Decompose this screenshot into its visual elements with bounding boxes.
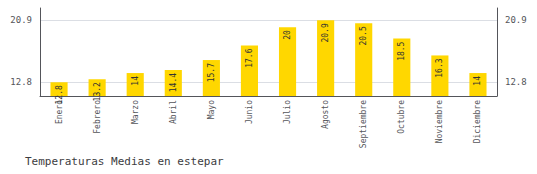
svg-text:12.8: 12.8 <box>10 77 32 87</box>
svg-text:Octubre: Octubre <box>397 100 406 134</box>
svg-text:Temperaturas Medias en estepar: Temperaturas Medias en estepar <box>25 155 224 168</box>
svg-text:20.9: 20.9 <box>321 23 330 42</box>
svg-text:15.7: 15.7 <box>207 63 216 82</box>
svg-text:Septiembre: Septiembre <box>359 100 368 148</box>
svg-text:Julio: Julio <box>283 100 292 124</box>
svg-text:12.8: 12.8 <box>55 85 64 104</box>
svg-text:13.2: 13.2 <box>93 82 102 101</box>
svg-text:20.9: 20.9 <box>505 15 527 25</box>
svg-text:Agosto: Agosto <box>321 100 330 129</box>
svg-text:12.8: 12.8 <box>505 77 527 87</box>
svg-text:Junio: Junio <box>245 100 254 124</box>
svg-text:20.5: 20.5 <box>359 26 368 45</box>
svg-text:Noviembre: Noviembre <box>435 100 444 144</box>
svg-text:Mayo: Mayo <box>207 100 216 119</box>
svg-text:Abril: Abril <box>169 100 178 124</box>
svg-text:18.5: 18.5 <box>397 41 406 60</box>
svg-text:20.9: 20.9 <box>10 15 32 25</box>
svg-text:Febrero: Febrero <box>93 100 102 134</box>
svg-text:16.3: 16.3 <box>435 58 444 77</box>
svg-text:20: 20 <box>283 30 292 40</box>
svg-text:Marzo: Marzo <box>131 100 140 124</box>
svg-text:14: 14 <box>131 76 140 86</box>
svg-text:14.4: 14.4 <box>169 73 178 92</box>
svg-text:Diciembre: Diciembre <box>473 100 482 144</box>
svg-text:17.6: 17.6 <box>245 48 254 67</box>
svg-text:Enero: Enero <box>54 100 64 125</box>
svg-text:14: 14 <box>473 76 482 86</box>
